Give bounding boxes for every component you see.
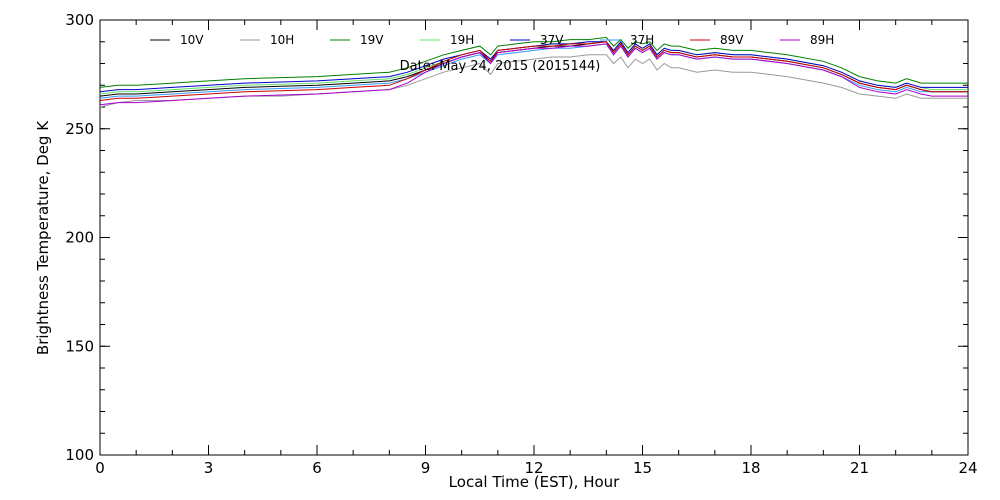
x-tick-label: 0 [95, 459, 105, 477]
x-tick-label: 15 [633, 459, 652, 477]
y-tick-label: 200 [65, 229, 94, 247]
legend-label-19v: 19V [360, 33, 384, 47]
x-tick-label: 21 [850, 459, 869, 477]
x-tick-label: 6 [312, 459, 322, 477]
x-tick-label: 12 [524, 459, 543, 477]
y-axis-title: Brightness Temperature, Deg K [34, 120, 52, 355]
x-axis-title: Local Time (EST), Hour [449, 473, 620, 491]
y-tick-label: 150 [65, 337, 94, 355]
x-tick-label: 9 [421, 459, 431, 477]
legend-label-19h: 19H [450, 33, 474, 47]
date-annotation: Date: May 24, 2015 (2015144) [400, 59, 601, 74]
axis-ticks [99, 19, 969, 456]
x-tick-label: 18 [741, 459, 760, 477]
y-tick-label: 100 [65, 446, 94, 464]
legend-label-10v: 10V [180, 33, 204, 47]
series-line-19v [99, 36, 968, 88]
x-tick-label: 24 [958, 459, 977, 477]
x-tick-label: 3 [204, 459, 214, 477]
tick-labels: 0 3 6 9 12 15 18 21 24 100 150 200 250 300 [65, 11, 977, 477]
legend: 10V 10H 19V 19H 37V 37H 89V 89H [150, 33, 834, 47]
legend-label-89v: 89V [720, 33, 744, 47]
legend-label-37v: 37V [540, 33, 564, 47]
series-lines [99, 36, 968, 108]
plot-frame [99, 19, 969, 456]
legend-label-89h: 89H [810, 33, 834, 47]
legend-label-10h: 10H [270, 33, 294, 47]
series-line-89v [99, 41, 968, 101]
y-tick-label: 250 [65, 120, 94, 138]
legend-label-37h: 37H [630, 33, 654, 47]
y-tick-label: 300 [65, 11, 94, 29]
series-line-37v [99, 40, 968, 93]
series-line-89h [99, 43, 968, 106]
